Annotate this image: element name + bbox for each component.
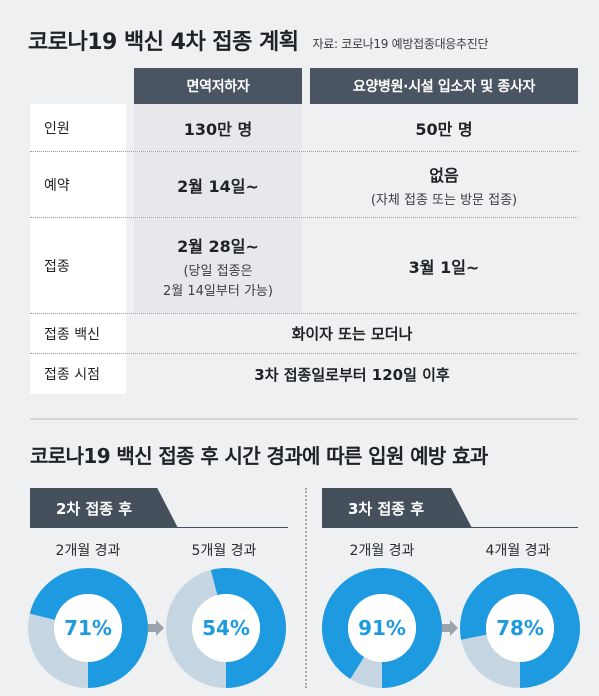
- donut-center: [486, 594, 554, 662]
- period-label: 2개월 경과: [349, 543, 415, 559]
- donut-value-arc: [166, 568, 286, 688]
- donut-value-label: 91%: [358, 616, 406, 640]
- section2-title: 코로나19 백신 접종 후 시간 경과에 따른 입원 예방 효과: [30, 444, 488, 468]
- donut-3rd-2m: 91%: [322, 568, 442, 688]
- cell-value: 130만 명: [134, 104, 302, 151]
- donut-value-label: 78%: [496, 616, 544, 640]
- donut-value-label: 54%: [202, 616, 250, 640]
- period-label: 2개월 경과: [55, 543, 121, 559]
- tag-second-dose: 2차 접종 후: [30, 488, 178, 528]
- donut-value-arc: [28, 568, 148, 688]
- tag-underline: [30, 527, 288, 528]
- donut-2nd-5m: 54%: [166, 568, 286, 688]
- period-label: 5개월 경과: [191, 543, 257, 559]
- cell-value: 50만 명: [415, 119, 473, 139]
- donut-2nd-2m: 71%: [28, 568, 148, 688]
- cell-value: 없음 (자체 접종 또는 방문 접종): [370, 165, 518, 208]
- group-separator: [305, 488, 307, 688]
- donut-center: [192, 594, 260, 662]
- title-row: 코로나19 백신 4차 접종 계획 자료: 코로나19 예방접종대응추진단: [28, 20, 588, 56]
- table-row-timing: 접종 시점 3차 접종일로부터 120일 이후: [30, 354, 578, 394]
- arrow-right-icon: [148, 620, 164, 636]
- main-title: 코로나19 백신 4차 접종 계획: [28, 30, 299, 55]
- tag-third-dose: 3차 접종 후: [322, 488, 472, 528]
- table-row-vaccination: 접종 2월 28일~ (당일 접종은 2월 14일부터 가능) 3월 1일~: [30, 218, 578, 314]
- row-label: 접종: [30, 218, 126, 313]
- row-label: 접종 시점: [30, 354, 126, 394]
- donut-center: [54, 594, 122, 662]
- donut-value-arc: [322, 568, 442, 688]
- table-row-people: 인원 130만 명 50만 명: [30, 104, 578, 152]
- cell-value: 3차 접종일로부터 120일 이후: [254, 365, 450, 384]
- header-immunocompromised: 면역저하자: [134, 68, 302, 104]
- table-row-reservation: 예약 2월 14일~ 없음 (자체 접종 또는 방문 접종): [30, 152, 578, 218]
- row-label: 예약: [30, 152, 126, 217]
- row-label: 접종 백신: [30, 314, 126, 353]
- cell-value: 2월 28일~ (당일 접종은 2월 14일부터 가능): [134, 218, 302, 313]
- donut-center: [348, 594, 416, 662]
- source-note: 자료: 코로나19 예방접종대응추진단: [312, 37, 489, 51]
- donut-value-label: 71%: [64, 616, 112, 640]
- cell-value: 화이자 또는 모더나: [291, 325, 413, 343]
- cell-value: 2월 14일~: [134, 152, 302, 217]
- tag-underline: [322, 527, 578, 528]
- cell-value: 3월 1일~: [408, 257, 480, 277]
- donut-3rd-4m: 78%: [460, 568, 580, 688]
- row-label: 인원: [30, 104, 126, 151]
- table-header-row: 면역저하자 요양병원·시설 입소자 및 종사자: [30, 68, 578, 104]
- header-care-facility: 요양병원·시설 입소자 및 종사자: [310, 68, 578, 104]
- period-label: 4개월 경과: [485, 543, 551, 559]
- section-divider: [30, 418, 578, 420]
- plan-table: 면역저하자 요양병원·시설 입소자 및 종사자 인원 130만 명 50만 명 …: [30, 68, 578, 394]
- table-row-vaccine: 접종 백신 화이자 또는 모더나: [30, 314, 578, 354]
- donut-value-arc: [460, 568, 580, 688]
- arrow-right-icon: [442, 620, 458, 636]
